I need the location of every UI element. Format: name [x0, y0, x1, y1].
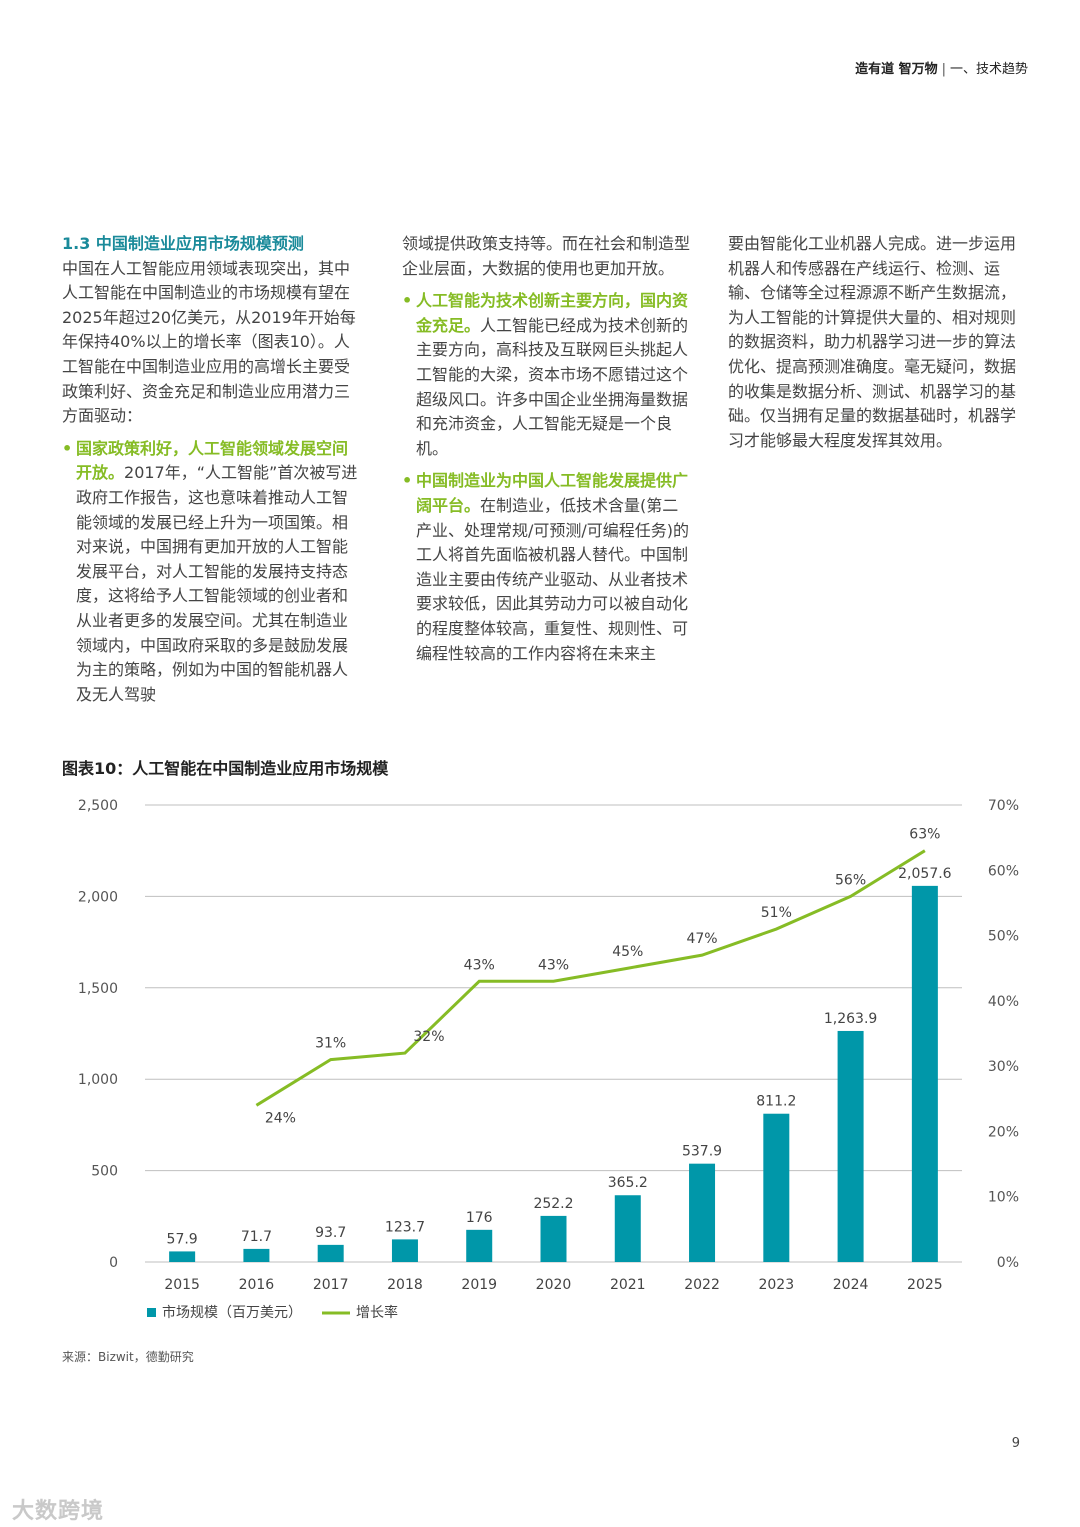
x-tick-label: 2025 — [907, 1277, 943, 1293]
growth-rate-label: 51% — [761, 905, 792, 921]
bar-value-label: 71.7 — [241, 1229, 272, 1245]
continuation-paragraph: 要由智能化工业机器人完成。进一步运用机器人和传感器在产线运行、检测、运输、仓储等… — [728, 234, 1017, 450]
y-right-tick-label: 10% — [988, 1190, 1019, 1206]
bar-value-label: 57.9 — [167, 1231, 198, 1247]
y-right-tick-label: 50% — [988, 929, 1019, 945]
bar — [243, 1248, 270, 1262]
y-right-tick-label: 20% — [988, 1124, 1019, 1140]
x-tick-label: 2019 — [461, 1277, 497, 1293]
x-tick-label: 2018 — [387, 1277, 423, 1293]
growth-rate-label: 47% — [686, 931, 717, 947]
growth-rate-label: 43% — [464, 957, 495, 973]
bullet-heading: 中国制造业为中国人工智能发展提供广阔平台。 — [416, 471, 689, 515]
bar-value-label: 123.7 — [385, 1219, 425, 1235]
page-header: 造有道 智万物 | 一、技术趋势 — [855, 58, 1028, 77]
bullet-body: 人工智能已经成为技术创新的主要方向，高科技及互联网巨头挑起人工智能的大梁，资本市… — [416, 315, 689, 458]
bullet-body: 2017年，“人工智能”首次被写进政府工作报告，这也意味着推动人工智能领域的发展… — [76, 463, 358, 704]
text-column-1: 1.3 中国制造业应用市场规模预测 中国在人工智能应用领域表现突出，其中人工智能… — [62, 232, 362, 707]
bar — [466, 1229, 493, 1262]
x-tick-label: 2024 — [833, 1277, 869, 1293]
y-left-tick-label: 500 — [91, 1164, 118, 1180]
bar — [391, 1239, 418, 1262]
growth-rate-label: 45% — [612, 944, 643, 960]
header-title: 造有道 智万物 — [855, 62, 938, 77]
x-tick-label: 2020 — [536, 1277, 572, 1293]
bullet-policy: • 国家政策利好，人工智能领域发展空间开放。2017年，“人工智能”首次被写进政… — [62, 437, 362, 708]
growth-rate-label: 31% — [315, 1036, 346, 1052]
bullet-funding: • 人工智能为技术创新主要方向，国内资金充足。人工智能已经成为技术创新的主要方向… — [402, 289, 692, 461]
y-right-tick-label: 30% — [988, 1059, 1019, 1075]
growth-rate-label: 24% — [265, 1110, 296, 1126]
y-left-tick-label: 1,000 — [78, 1072, 118, 1088]
source-note: 来源：Bizwit，德勤研究 — [62, 1350, 194, 1364]
figure-title: 图表10：人工智能在中国制造业应用市场规模 — [62, 759, 389, 778]
x-tick-label: 2016 — [239, 1277, 275, 1293]
x-tick-label: 2022 — [684, 1277, 720, 1293]
y-right-tick-label: 70% — [988, 798, 1019, 814]
x-tick-label: 2017 — [313, 1277, 349, 1293]
bar-value-label: 537.9 — [682, 1144, 722, 1160]
bar-value-label: 811.2 — [756, 1094, 796, 1110]
y-right-tick-label: 60% — [988, 863, 1019, 879]
bar-value-label: 365.2 — [608, 1175, 648, 1191]
x-tick-label: 2015 — [164, 1277, 200, 1293]
bar — [763, 1113, 790, 1262]
bar-value-label: 176 — [466, 1210, 493, 1226]
bullet-dot: • — [402, 291, 413, 311]
bar — [169, 1251, 196, 1262]
x-tick-label: 2021 — [610, 1277, 646, 1293]
bar — [837, 1030, 864, 1262]
bar — [317, 1244, 344, 1262]
growth-rate-label: 32% — [413, 1029, 444, 1045]
section-title: 1.3 中国制造业应用市场规模预测 — [62, 234, 304, 253]
header-separator: | — [941, 62, 946, 77]
growth-rate-label: 63% — [909, 827, 940, 843]
y-left-tick-label: 2,000 — [78, 889, 118, 905]
legend-bar-swatch — [147, 1308, 156, 1317]
bar — [540, 1215, 567, 1262]
legend-bar-label: 市场规模（百万美元） — [162, 1304, 302, 1321]
y-right-tick-label: 40% — [988, 994, 1019, 1010]
growth-rate-label: 56% — [835, 872, 866, 888]
x-tick-label: 2023 — [758, 1277, 794, 1293]
bar-value-label: 93.7 — [315, 1225, 346, 1241]
bullet-body: 在制造业，低技术含量(第二产业、处理常规/可预测/可编程任务)的工人将首先面临被… — [416, 495, 690, 663]
y-left-tick-label: 2,500 — [78, 798, 118, 814]
text-column-2: 领域提供政策支持等。而在社会和制造型企业层面，大数据的使用也更加开放。 • 人工… — [402, 232, 692, 666]
bar-value-label: 1,263.9 — [824, 1011, 877, 1027]
header-section: 一、技术趋势 — [949, 62, 1028, 77]
y-right-tick-label: 0% — [997, 1255, 1019, 1271]
bar — [614, 1195, 641, 1262]
watermark-logo: 大数跨境 — [12, 1499, 105, 1524]
text-column-3: 要由智能化工业机器人完成。进一步运用机器人和传感器在产线运行、检测、运输、仓储等… — [728, 232, 1020, 453]
legend-line-label: 增长率 — [356, 1304, 398, 1321]
bar-value-label: 252.2 — [533, 1196, 573, 1212]
bullet-dot: • — [62, 438, 73, 458]
market-size-chart: 0 500 1,000 1,500 2,000 2,500 0% 10% 20% 30% 40% 50… — [78, 798, 1019, 1321]
bar — [911, 885, 938, 1262]
intro-paragraph: 中国在人工智能应用领域表现突出，其中人工智能在中国制造业的市场规模有望在2025… — [62, 258, 356, 426]
y-left-tick-label: 1,500 — [78, 981, 118, 997]
growth-rate-line — [255, 849, 926, 1107]
bar — [689, 1163, 716, 1262]
continuation-paragraph: 领域提供政策支持等。而在社会和制造型企业层面，大数据的使用也更加开放。 — [402, 234, 691, 278]
growth-rate-label: 43% — [538, 957, 569, 973]
bullet-heading: 人工智能为技术创新主要方向，国内资金充足。 — [416, 291, 689, 335]
bullet-platform: • 中国制造业为中国人工智能发展提供广阔平台。在制造业，低技术含量(第二产业、处… — [402, 469, 692, 666]
bullet-dot: • — [402, 471, 413, 491]
page-number: 9 — [1011, 1436, 1020, 1451]
bar-value-label: 2,057.6 — [898, 866, 952, 882]
bullet-heading: 国家政策利好，人工智能领域发展空间开放。 — [76, 438, 349, 483]
y-left-tick-label: 0 — [109, 1255, 118, 1271]
